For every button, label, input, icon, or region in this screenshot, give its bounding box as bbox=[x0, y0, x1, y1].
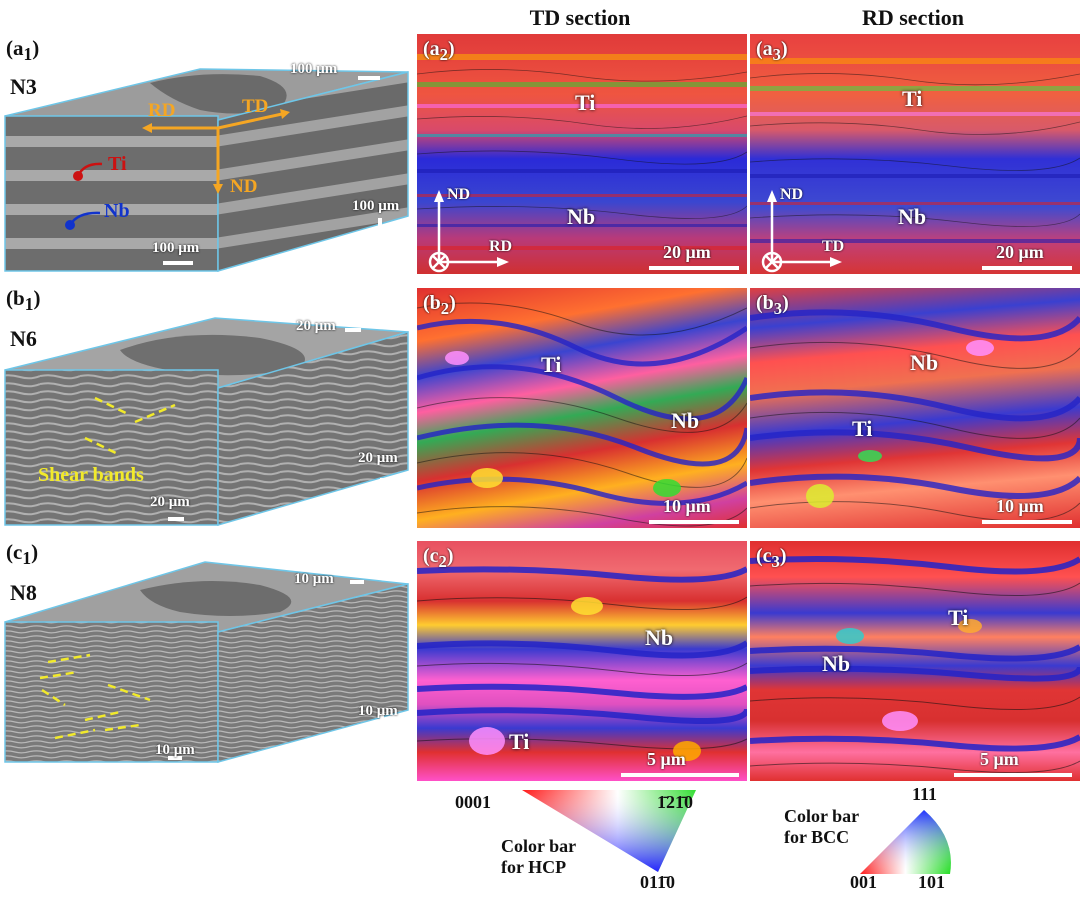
bcc-caption-2: for BCC bbox=[784, 827, 850, 847]
phase-nb-c2: Nb bbox=[645, 625, 674, 650]
sample-name-n8: N8 bbox=[10, 580, 37, 605]
panel-label-a2: (a2) bbox=[423, 38, 455, 64]
td-section-title: TD section bbox=[529, 5, 631, 30]
figure-label-a1: (a1) bbox=[6, 36, 40, 65]
cube-scale-front-c: 10 μm bbox=[155, 742, 195, 758]
ebsd-map-b3: (b3) Ti Nb 10 μm bbox=[750, 288, 1080, 528]
hcp-caption-2: for HCP bbox=[501, 857, 567, 877]
scale-label-c2: 5 μm bbox=[647, 749, 686, 769]
cube-scale-front: 100 μm bbox=[152, 240, 200, 256]
cube-diagram-n3 bbox=[4, 68, 409, 272]
scale-bar-a2 bbox=[649, 266, 739, 270]
panel-label-c2: (c2) bbox=[423, 545, 454, 571]
cube-diagram-n6 bbox=[4, 317, 409, 526]
phase-nb-c3: Nb bbox=[822, 651, 851, 676]
cube-scale-side-b: 20 μm bbox=[358, 450, 398, 466]
ebsd-map-b2: (b2) Ti Nb 10 μm bbox=[417, 288, 747, 528]
scale-label-a3: 20 μm bbox=[996, 242, 1044, 262]
bcc-corner-111: 111 bbox=[912, 784, 938, 804]
scale-bar-b3 bbox=[982, 520, 1072, 524]
axis-up-a2: ND bbox=[447, 186, 471, 203]
axis-up-a3: ND bbox=[780, 186, 804, 203]
scale-bar-c3 bbox=[954, 773, 1072, 777]
scale-label-c3: 5 μm bbox=[980, 749, 1019, 769]
ebsd-map-c3: (c3) Ti Nb 5 μm bbox=[750, 541, 1080, 781]
bcc-corner-001: 001 bbox=[850, 872, 877, 892]
phase-ti-a2: Ti bbox=[575, 90, 596, 115]
scale-label-b3: 10 μm bbox=[996, 496, 1044, 516]
hcp-caption-1: Color bar bbox=[501, 836, 577, 856]
bcc-color-triangle bbox=[860, 810, 951, 874]
cube-scale-top-b: 20 μm bbox=[296, 318, 336, 334]
sample-name-n6: N6 bbox=[10, 326, 37, 351]
panel-label-b2: (b2) bbox=[423, 292, 456, 318]
hcp-corner-0001: 0001 bbox=[455, 792, 491, 812]
phase-ti-c3: Ti bbox=[948, 605, 969, 630]
phase-ti-b2: Ti bbox=[541, 352, 562, 377]
sample-name-n3: N3 bbox=[10, 74, 37, 99]
axis-right-a3: TD bbox=[822, 238, 845, 255]
rd-section-title: RD section bbox=[861, 5, 965, 30]
phase-nb-a2: Nb bbox=[567, 204, 596, 229]
scale-bar-a3 bbox=[982, 266, 1072, 270]
hcp-corner-0110: 011̄0 bbox=[640, 872, 676, 892]
figure-label-c1: (c1) bbox=[6, 540, 39, 569]
phase-ti-c2: Ti bbox=[509, 729, 530, 754]
figure-label-b1: (b1) bbox=[6, 286, 41, 315]
panel-label-c3: (c3) bbox=[756, 545, 787, 571]
ebsd-map-a2: (a2) Ti Nb ND RD 20 μm bbox=[417, 34, 747, 274]
phase-nb-b2: Nb bbox=[671, 408, 700, 433]
bcc-caption-1: Color bar bbox=[784, 806, 860, 826]
nb-marker-label: Nb bbox=[104, 200, 130, 222]
panel-label-b3: (b3) bbox=[756, 292, 789, 318]
axis-rd-label: RD bbox=[148, 100, 176, 121]
scale-bar-c2 bbox=[621, 773, 739, 777]
cube-diagram-n8 bbox=[4, 561, 409, 763]
scale-label-b2: 10 μm bbox=[663, 496, 711, 516]
panel-label-a3: (a3) bbox=[756, 38, 788, 64]
ti-marker-label: Ti bbox=[108, 153, 127, 175]
ebsd-map-a3: (a3) Ti Nb ND TD 20 μm bbox=[750, 34, 1080, 274]
shear-bands-label: Shear bands bbox=[38, 464, 144, 486]
axis-right-a2: RD bbox=[489, 238, 513, 255]
ebsd-map-c2: (c2) Ti Nb 5 μm bbox=[417, 541, 747, 781]
bcc-corner-101: 101 bbox=[918, 872, 945, 892]
cube-scale-side: 100 μm bbox=[352, 198, 400, 214]
cube-scale-top-c: 10 μm bbox=[294, 571, 334, 587]
scale-label-a2: 20 μm bbox=[663, 242, 711, 262]
phase-ti-a3: Ti bbox=[902, 86, 923, 111]
hcp-color-triangle bbox=[522, 790, 696, 872]
scale-bar-b2 bbox=[649, 520, 739, 524]
axis-nd-label: ND bbox=[230, 176, 258, 197]
hcp-corner-1210: 1̄21̄0 bbox=[657, 792, 693, 812]
phase-nb-b3: Nb bbox=[910, 350, 939, 375]
phase-ti-b3: Ti bbox=[852, 416, 873, 441]
axis-td-label: TD bbox=[242, 96, 269, 117]
cube-scale-side-c: 10 μm bbox=[358, 703, 398, 719]
cube-scale-front-b: 20 μm bbox=[150, 494, 190, 510]
phase-nb-a3: Nb bbox=[898, 204, 927, 229]
cube-scale-top: 100 μm bbox=[290, 61, 338, 77]
